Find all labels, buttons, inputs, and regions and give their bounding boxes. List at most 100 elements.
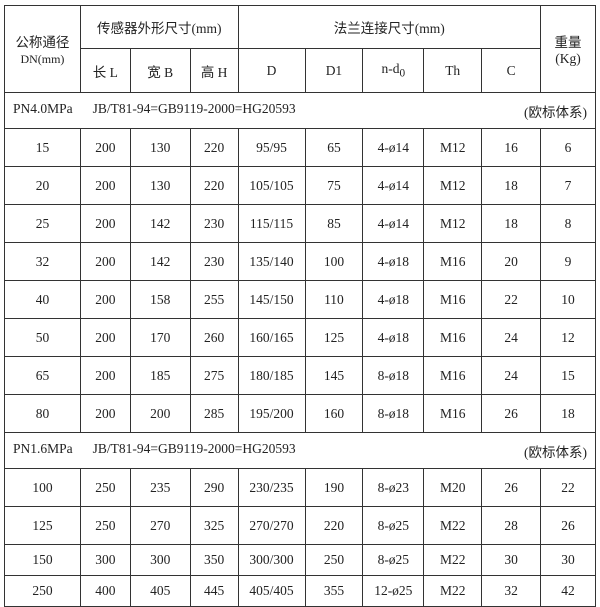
table-cell: 142 <box>129 204 191 243</box>
table-row: 15 200 130 220 95/95 65 4-ø14 M12 16 6 <box>4 128 596 167</box>
table-cell: M22 <box>423 575 483 607</box>
table-cell: 270/270 <box>237 506 306 545</box>
table-cell: 200 <box>129 394 191 433</box>
col-header-d1: D1 <box>304 48 364 93</box>
table-cell: 22 <box>540 468 596 507</box>
table-cell: 100 <box>4 468 81 507</box>
table-cell: 8-ø25 <box>362 544 425 576</box>
table-cell: 142 <box>129 242 191 281</box>
table-cell: 220 <box>304 506 364 545</box>
table-row: 80 200 200 285 195/200 160 8-ø18 M16 26 18 <box>4 394 596 433</box>
col-header-nd: n-d0 <box>362 48 425 93</box>
table-cell: 65 <box>4 356 81 395</box>
table-cell: 290 <box>189 468 239 507</box>
table-cell: 22 <box>481 280 541 319</box>
table-cell: 24 <box>481 356 541 395</box>
table-cell: 325 <box>189 506 239 545</box>
table-cell: 18 <box>540 394 596 433</box>
table-cell: M16 <box>423 280 483 319</box>
table-cell: 300 <box>129 544 191 576</box>
table-cell: 250 <box>79 468 131 507</box>
table-cell: 170 <box>129 318 191 357</box>
table-cell: 100 <box>304 242 364 281</box>
table-cell: 110 <box>304 280 364 319</box>
table-cell: 26 <box>481 394 541 433</box>
table-cell: 190 <box>304 468 364 507</box>
table-row: 32 200 142 230 135/140 100 4-ø18 M16 20 9 <box>4 242 596 281</box>
sensor-group-header: 传感器外形尺寸(mm) <box>79 5 239 49</box>
section-cell: PN4.0MPa JB/T81-94=GB9119-2000=HG20593 (欧标… <box>4 92 596 129</box>
table-cell: 145/150 <box>237 280 306 319</box>
table-cell: 135/140 <box>237 242 306 281</box>
table-cell: 255 <box>189 280 239 319</box>
table-cell: 18 <box>481 166 541 205</box>
table-cell: 220 <box>189 128 239 167</box>
section-cell: PN1.6MPa JB/T81-94=GB9119-2000=HG20593 (欧标… <box>4 432 596 469</box>
table-cell: 355 <box>304 575 364 607</box>
dn-label: 公称通径 <box>15 35 70 50</box>
table-cell: 24 <box>481 318 541 357</box>
standard-label: JB/T81-94=GB9119-2000=HG20593 <box>92 440 296 456</box>
table-cell: 16 <box>481 128 541 167</box>
table-cell: 445 <box>189 575 239 607</box>
table-row: 125 250 270 325 270/270 220 8-ø25 M22 28 26 <box>4 506 596 545</box>
weight-unit: (Kg) <box>555 51 581 66</box>
table-cell: 4-ø14 <box>362 128 425 167</box>
table-cell: 95/95 <box>237 128 306 167</box>
header-row-2: 长 L 宽 B 高 H D D1 n-d0 Th C <box>5 48 596 93</box>
table-cell: 40 <box>4 280 81 319</box>
table-cell: 20 <box>481 242 541 281</box>
table-cell: 200 <box>79 318 131 357</box>
table-cell: 25 <box>4 204 81 243</box>
table-cell: 350 <box>189 544 239 576</box>
col-header-c: C <box>481 48 541 93</box>
table-cell: 105/105 <box>237 166 306 205</box>
table-cell: 405/405 <box>237 575 306 607</box>
nd-subscript: 0 <box>399 67 406 80</box>
table-cell: 400 <box>79 575 131 607</box>
table-cell: M12 <box>423 204 483 243</box>
table-cell: 200 <box>79 394 131 433</box>
table-cell: M12 <box>423 166 483 205</box>
pressure-label: PN4.0MPa <box>13 100 73 116</box>
table-cell: 28 <box>481 506 541 545</box>
table-cell: 250 <box>79 506 131 545</box>
dn-unit: DN(mm) <box>20 52 65 66</box>
table-cell: 180/185 <box>237 356 306 395</box>
col-header-h: 高 H <box>189 48 239 93</box>
table-cell: 200 <box>79 280 131 319</box>
table-row: 50 200 170 260 160/165 125 4-ø18 M16 24 12 <box>4 318 596 357</box>
table-cell: 12-ø25 <box>362 575 425 607</box>
table-cell: 9 <box>540 242 596 281</box>
flange-group-header: 法兰连接尺寸(mm) <box>237 5 542 49</box>
table-cell: 15 <box>4 128 81 167</box>
table-cell: 195/200 <box>237 394 306 433</box>
table-cell: 125 <box>4 506 81 545</box>
table-cell: 130 <box>129 128 191 167</box>
table-cell: 300 <box>79 544 131 576</box>
nd-label: n-d <box>381 61 400 77</box>
table-cell: 4-ø18 <box>362 318 425 357</box>
table-cell: 200 <box>79 242 131 281</box>
table-cell: M12 <box>423 128 483 167</box>
col-header-l: 长 L <box>79 48 131 93</box>
system-label: (欧标体系) <box>524 104 587 120</box>
table-cell: 8-ø18 <box>362 394 425 433</box>
col-header-b: 宽 B <box>129 48 191 93</box>
pressure-label: PN1.6MPa <box>13 440 73 456</box>
table-cell: 65 <box>304 128 364 167</box>
table-cell: 85 <box>304 204 364 243</box>
table-cell: 300/300 <box>237 544 306 576</box>
table-cell: 260 <box>189 318 239 357</box>
table-cell: M16 <box>423 242 483 281</box>
section-row: PN1.6MPa JB/T81-94=GB9119-2000=HG20593 (欧标… <box>4 432 596 469</box>
table-cell: 158 <box>129 280 191 319</box>
table-cell: 20 <box>4 166 81 205</box>
table-cell: 6 <box>540 128 596 167</box>
table-cell: 145 <box>304 356 364 395</box>
table-cell: 8-ø25 <box>362 506 425 545</box>
table-cell: 405 <box>129 575 191 607</box>
table-row: 250 400 405 445 405/405 355 12-ø25 M22 32 42 <box>4 575 596 607</box>
table-cell: 4-ø18 <box>362 242 425 281</box>
table-cell: 4-ø18 <box>362 280 425 319</box>
